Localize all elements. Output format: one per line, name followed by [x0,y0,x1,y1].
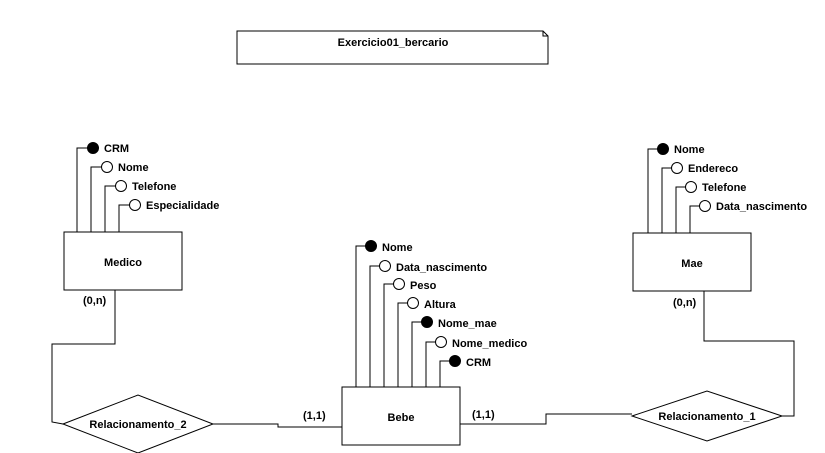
cardinality-mae: (0,n) [673,297,697,309]
attribute-label: Nome [118,162,149,174]
attribute-label: CRM [104,143,129,155]
attribute-label: CRM [466,357,491,369]
connector-mae-rel1 [703,291,795,417]
attribute-label: Nome_mae [438,318,497,330]
attribute-marker [129,199,141,211]
attribute-label: Data_nascimento [396,262,487,274]
relationship-1-label: Relacionamento_1 [658,411,755,423]
attribute-marker [685,181,697,193]
key-attribute-marker [87,142,99,154]
entity-medico[interactable]: Medico [63,231,183,291]
attribute-label: Telefone [132,181,176,193]
attribute-label: Nome_medico [452,338,527,350]
attribute-label: Endereco [688,163,738,175]
medico-attributes: CRM Nome Telefone Especialidade [76,142,219,232]
attribute-label: Peso [410,280,437,292]
title-note: Exercicio01_bercario [236,30,549,65]
attribute-label: Data_nascimento [716,201,807,213]
diagram-title: Exercicio01_bercario [338,37,449,49]
entity-mae-label: Mae [681,258,702,270]
cardinality-bebe-left: (1,1) [303,410,326,422]
entity-mae[interactable]: Mae [632,232,752,292]
cardinality-bebe-right: (1,1) [472,409,495,421]
attribute-label: Telefone [702,182,746,194]
attribute-marker [101,161,113,173]
key-attribute-marker [421,316,433,328]
relationship-relacionamento-1[interactable]: Relacionamento_1 [630,390,784,442]
attribute-marker [435,336,447,348]
attribute-marker [393,278,405,290]
connector-bebe-rel1 [460,413,632,425]
relationship-2-label: Relacionamento_2 [89,419,186,431]
attribute-marker [115,180,127,192]
key-attribute-marker [657,143,669,155]
connector-medico-rel2 [51,290,116,425]
attribute-marker [671,162,683,174]
mae-attributes: Nome Endereco Telefone Data_nascimento [647,143,807,233]
entity-medico-label: Medico [104,257,142,269]
attribute-label: Nome [674,144,705,156]
attribute-marker [407,297,419,309]
relationship-relacionamento-2[interactable]: Relacionamento_2 [61,394,215,453]
key-attribute-marker [365,240,377,252]
attribute-marker [379,260,391,272]
attribute-marker [699,200,711,212]
key-attribute-marker [449,355,461,367]
connector-rel2-bebe [213,423,342,428]
bebe-attributes: Nome Data_nascimento Peso Altura Nome_ma… [355,240,527,387]
entity-bebe-label: Bebe [388,412,415,424]
attribute-label: Especialidade [146,200,219,212]
attribute-label: Nome [382,242,413,254]
attribute-label: Altura [424,299,457,311]
entity-bebe[interactable]: Bebe [341,386,461,446]
cardinality-medico: (0,n) [83,295,107,307]
